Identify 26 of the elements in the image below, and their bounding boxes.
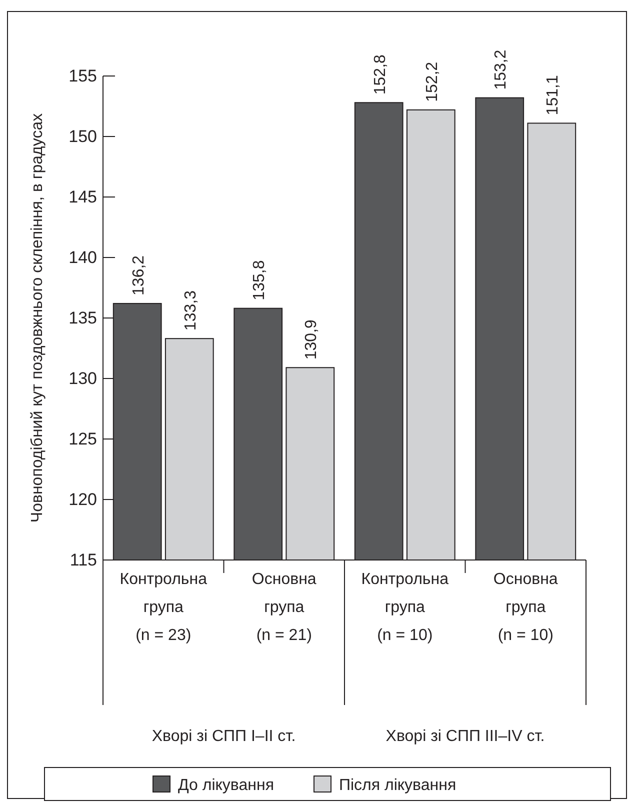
text: Хворі зі СПП III–IV ст. <box>386 728 545 745</box>
text: 136,2 <box>130 255 148 296</box>
y-tick-label: 140 <box>68 248 97 267</box>
text: 153,2 <box>492 50 510 90</box>
y-tick-label: 135 <box>68 308 97 328</box>
x-tick-label: Основна група (n = 21) <box>252 571 316 644</box>
text: 152,8 <box>372 54 389 95</box>
x-tick-label: Контрольна група (n = 23) <box>120 571 208 644</box>
text: 135,8 <box>251 260 268 300</box>
y-tick-label: 145 <box>68 187 97 206</box>
legend-label: Після лікування <box>338 777 456 794</box>
y-tick-label: 115 <box>70 550 97 570</box>
text: 152,2 <box>424 62 441 102</box>
y-tick-label: 120 <box>68 490 97 509</box>
y-tick-label: 130 <box>68 368 97 388</box>
x-tick-label: Контрольна група (n = 10) <box>361 571 449 644</box>
y-tick-label: 155 <box>68 66 97 86</box>
legend-label: До лікування <box>178 777 274 794</box>
text: 133,3 <box>182 290 200 331</box>
x-tick-label: Основна група (n = 10) <box>493 571 558 644</box>
text: 130,9 <box>303 320 320 360</box>
y-tick-label: 150 <box>68 126 97 146</box>
y-tick-label: 125 <box>68 429 97 448</box>
text: 151,1 <box>544 75 562 116</box>
y-axis-title: Човноподібний кут поздовжнього склепіння, в градусах <box>29 113 46 523</box>
text: Хворі зі СПП I–II ст. <box>152 728 296 745</box>
